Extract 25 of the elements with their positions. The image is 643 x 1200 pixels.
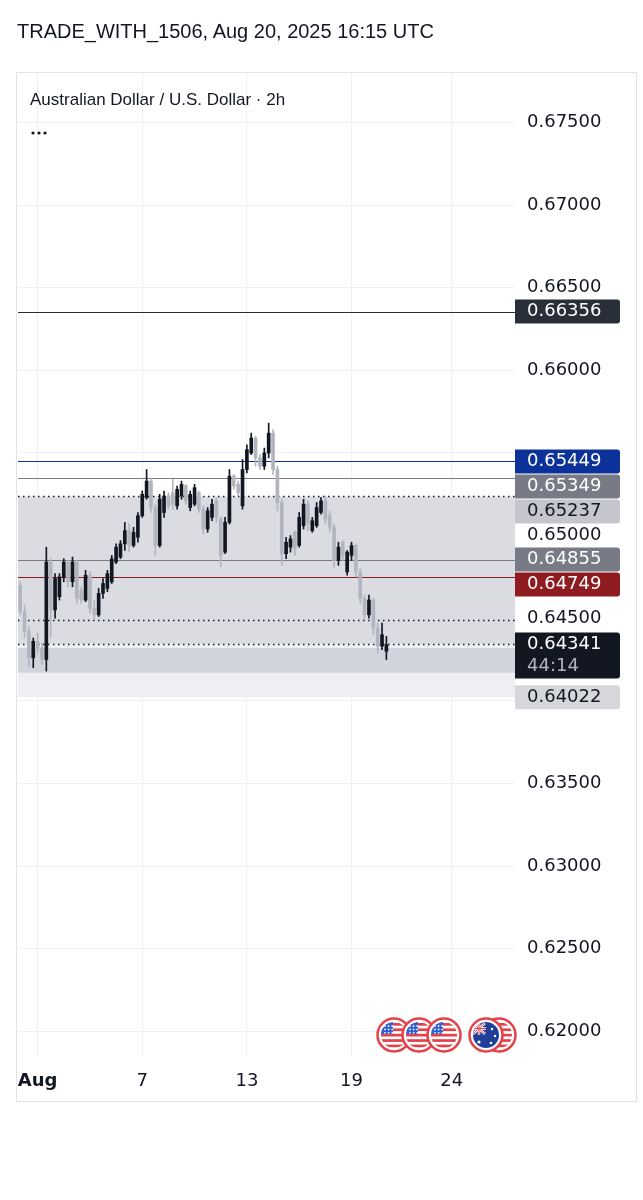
ref-line-label: 0.65449 [527, 449, 602, 471]
y-tick-label: 0.63500 [527, 771, 602, 793]
y-tick-label: 0.67000 [527, 192, 602, 214]
ref-line-label: 0.64749 [527, 572, 602, 594]
y-tick-label: 0.64500 [527, 605, 602, 627]
ref-line-label: 0.64341 44:14 [527, 632, 602, 676]
ref-line-label: 0.65349 [527, 474, 602, 496]
band-label: 0.64022 [527, 684, 602, 706]
y-tick-label: 0.62500 [527, 936, 602, 958]
y-tick-label: 0.62000 [527, 1018, 602, 1040]
y-tick-label: 0.63000 [527, 853, 602, 875]
x-tick-label: Aug [17, 1069, 58, 1091]
text: TRADE_WITH_1506, Aug 20, 2025 16:15 UTC [17, 19, 435, 45]
x-tick-label: 24 [440, 1069, 464, 1091]
ref-line-label: 0.66356 [527, 299, 602, 321]
y-tick-label: 0.67500 [527, 110, 602, 132]
x-tick-label: 13 [235, 1069, 259, 1091]
ref-line-label: 0.64855 [527, 547, 602, 569]
x-tick-label: 19 [340, 1069, 363, 1091]
text: Australian Dollar / U.S. Dollar · 2h [30, 89, 286, 109]
y-tick-label: 0.66000 [527, 358, 602, 380]
x-tick-label: 7 [136, 1069, 148, 1091]
y-tick-label: 0.65000 [527, 523, 602, 545]
band-label: 0.65237 [527, 499, 602, 521]
y-tick-label: 0.66500 [527, 275, 602, 297]
